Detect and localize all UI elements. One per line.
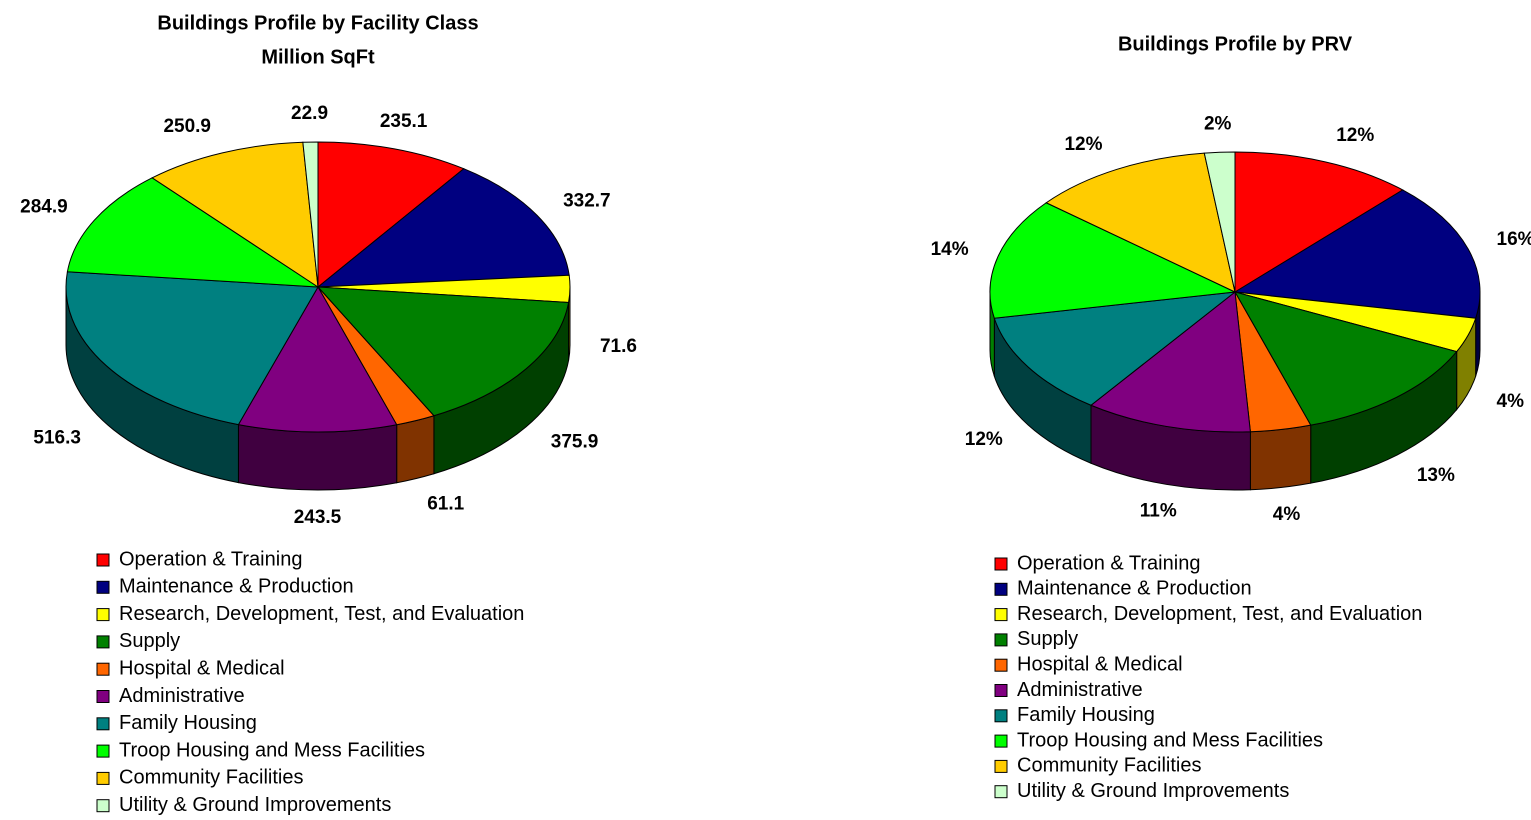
legend-swatch (994, 734, 1008, 748)
legend-label: Troop Housing and Mess Facilities (1017, 729, 1323, 751)
slice (317, 141, 465, 289)
slice-side (237, 423, 398, 491)
legend-swatch (96, 635, 110, 649)
legend-swatch (994, 608, 1008, 622)
legend-swatch (994, 658, 1008, 672)
legend-label: Supply (1017, 628, 1078, 650)
legend-swatch (96, 799, 110, 813)
slice (316, 286, 570, 417)
legend-swatch (96, 662, 110, 676)
legend-swatch (96, 771, 110, 785)
slice (302, 141, 319, 288)
slice (989, 202, 1237, 319)
data-label: 11% (1140, 500, 1177, 521)
legend-label: Hospital & Medical (1017, 653, 1183, 675)
slice (1233, 291, 1458, 426)
data-label: 22.9 (291, 103, 328, 124)
legend-swatch (994, 582, 1008, 596)
legend-label: Operation & Training (119, 548, 302, 570)
data-label: 516.3 (33, 428, 81, 449)
data-label: 12% (965, 429, 1003, 450)
data-label: 4% (1497, 391, 1525, 412)
data-label: 61.1 (427, 494, 464, 515)
chart-title: Buildings Profile by Facility Class (157, 12, 478, 34)
data-label: 12% (1336, 125, 1374, 146)
legend-swatch (96, 690, 110, 703)
slice (1233, 189, 1481, 319)
legend-swatch (994, 709, 1008, 723)
legend-label: Family Housing (119, 712, 257, 734)
slice (151, 141, 319, 288)
data-label: 2% (1204, 113, 1232, 134)
legend-swatch (994, 785, 1008, 799)
legend-label: Supply (119, 630, 180, 652)
legend-swatch (96, 744, 110, 758)
slice (1045, 152, 1236, 293)
data-label: 14% (931, 239, 969, 260)
data-label: 4% (1273, 504, 1301, 525)
data-label: 13% (1417, 465, 1455, 486)
slice-side (1249, 424, 1312, 491)
data-label: 235.1 (380, 111, 428, 132)
legend-label: Maintenance & Production (119, 576, 354, 598)
data-label: 243.5 (294, 507, 342, 528)
legend-swatch (994, 684, 1008, 697)
slice (993, 291, 1237, 406)
slice (1203, 151, 1236, 293)
slice (66, 177, 320, 288)
legend-label: Family Housing (1017, 704, 1155, 726)
legend-swatch (96, 580, 110, 594)
legend-swatch (994, 633, 1008, 647)
legend-label: Research, Development, Test, and Evaluat… (1017, 603, 1422, 625)
data-label: 375.9 (551, 432, 599, 453)
slice-side (396, 415, 435, 484)
legend-label: Operation & Training (1017, 552, 1200, 574)
legend-swatch (96, 717, 110, 731)
legend-swatch (994, 557, 1008, 571)
data-label: 71.6 (600, 336, 637, 357)
slice (65, 271, 319, 426)
legend-label: Maintenance & Production (1017, 578, 1252, 600)
slice (316, 168, 570, 288)
slice (237, 285, 398, 433)
data-label: 250.9 (163, 116, 211, 137)
legend-label: Troop Housing and Mess Facilities (119, 739, 425, 761)
legend-swatch (994, 759, 1008, 773)
data-label: 16% (1497, 229, 1531, 250)
legend-label: Utility & Ground Improvements (119, 794, 391, 816)
slice (1234, 151, 1404, 293)
legend-label: Administrative (119, 685, 245, 707)
legend-label: Research, Development, Test, and Evaluat… (119, 603, 524, 625)
data-label: 332.7 (563, 190, 611, 211)
chart-title: Buildings Profile by PRV (1118, 33, 1353, 55)
legend-label: Community Facilities (1017, 755, 1201, 777)
slice (1090, 291, 1251, 433)
legend-label: Utility & Ground Improvements (1017, 780, 1289, 802)
data-label: 12% (1064, 134, 1102, 155)
legend-label: Hospital & Medical (119, 657, 285, 679)
chart-subtitle: Million SqFt (261, 46, 375, 68)
legend-swatch (96, 553, 110, 567)
legend-label: Community Facilities (119, 767, 303, 789)
legend-label: Administrative (1017, 679, 1143, 701)
data-label: 284.9 (20, 196, 68, 217)
legend-swatch (96, 608, 110, 622)
